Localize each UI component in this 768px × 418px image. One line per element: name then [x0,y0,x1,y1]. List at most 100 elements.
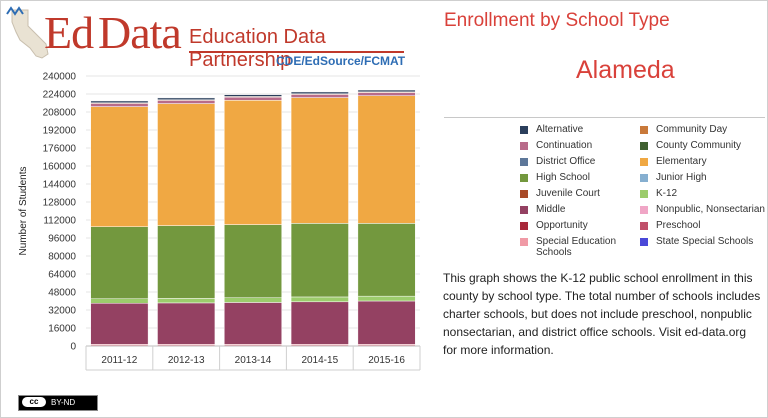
legend-label-k-12[interactable]: K-12 [656,188,678,199]
creative-commons-icon: cc [22,397,46,407]
bar-segment-continuation-2014-15 [290,94,349,98]
header-divider [444,117,765,118]
legend-label-district-office[interactable]: District Office [536,156,596,167]
legend-label-county-community[interactable]: County Community [656,140,742,151]
x-tick-label: 2013-14 [235,355,272,366]
bar-segment-elementary-2012-13 [157,103,216,226]
y-tick-label: 144000 [43,180,77,191]
bar-segment-k-12-2012-13 [157,298,216,304]
legend-swatch-nonpublic-nonsectarian [640,206,648,214]
bar-segment-high-school-2015-16 [357,223,416,297]
bar-segment-alternative-2012-13 [157,97,216,100]
y-tick-label: 208000 [43,108,77,119]
bar-segment-k-12-2015-16 [357,295,416,302]
bar-segment-continuation-2012-13 [157,100,216,104]
legend-label-opportunity[interactable]: Opportunity [536,220,588,231]
y-tick-label: 64000 [48,270,76,281]
bar-segment-continuation-2015-16 [357,92,416,96]
license-badge[interactable]: cc BY-ND [18,395,98,411]
x-tick-label: 2014-15 [301,355,338,366]
y-tick-label: 80000 [48,252,76,263]
y-tick-label: 112000 [43,216,76,227]
legend-swatch-middle [520,206,528,214]
y-tick-label: 160000 [43,162,77,173]
legend-label-state-special-schools[interactable]: State Special Schools [656,236,754,247]
bar-segment-middle-2015-16 [357,300,416,345]
legend-label-continuation[interactable]: Continuation [536,140,593,151]
bar-segment-k-12-2011-12 [90,298,149,304]
x-tick-label: 2011-12 [101,355,137,366]
y-tick-label: 48000 [48,288,76,299]
legend-label-high-school[interactable]: High School [536,172,590,183]
legend-swatch-k-12 [640,190,648,198]
y-tick-label: 128000 [43,198,77,209]
legend-swatch-community-day [640,126,648,134]
wave-icon [6,6,24,16]
legend-label-elementary[interactable]: Elementary [656,156,707,167]
y-tick-label: 0 [70,342,76,353]
y-tick-label: 32000 [48,306,76,317]
legend-swatch-opportunity [520,222,528,230]
x-tick-label: 2012-13 [168,355,205,366]
legend-label-preschool[interactable]: Preschool [656,220,701,231]
bar-segment-high-school-2014-15 [290,223,349,298]
bar-segment-high-school-2013-14 [224,224,282,298]
legend-swatch-alternative [520,126,528,134]
bar-segment-middle-2012-13 [157,302,216,345]
legend-label-junior-high[interactable]: Junior High [656,172,707,183]
y-tick-label: 240000 [43,72,77,83]
license-text: BY-ND [51,398,76,407]
y-tick-label: 16000 [48,324,76,335]
legend-label-nonpublic-nonsectarian[interactable]: Nonpublic, Nonsectarian [656,204,765,215]
logo-data-text: Data [98,7,182,58]
logo-partnership-name: Education Data Partnership [189,26,326,71]
chart-title: Enrollment by School Type [444,10,670,31]
legend-label-middle[interactable]: Middle [536,204,566,215]
bar-segment-k-12-2014-15 [290,296,349,303]
y-tick-label: 176000 [43,144,77,155]
bar-segment-elementary-2013-14 [224,100,282,225]
chart-legend: Alternative Community Day Continuation Coun… [444,124,766,264]
california-map-icon [11,9,49,59]
legend-swatch-special-education-schools [520,238,528,246]
bar-segment-elementary-2014-15 [290,97,349,224]
legend-label-alternative[interactable]: Alternative [536,124,584,135]
bar-segment-high-school-2011-12 [90,226,149,299]
y-tick-label: 192000 [43,126,77,137]
legend-label-special-education-schools[interactable]: Special Education Schools [536,236,617,258]
enrollment-stacked-bar-chart: 0 16000 32000 48000 64000 80000 96000 112000 128… [18,72,421,371]
logo-underline [189,51,404,53]
legend-label-community-day[interactable]: Community Day [656,124,728,135]
bar-segment-high-school-2012-13 [157,225,216,299]
legend-swatch-district-office [520,158,528,166]
bar-segment-middle-2013-14 [224,302,282,345]
ed-data-logo[interactable]: Ed Data Education Data Partnership CDE/E… [6,4,426,71]
y-axis-label: Number of Students [18,167,29,256]
logo-ed-text: Ed [44,7,94,58]
bar-segment-continuation-2011-12 [90,103,149,107]
bar-segment-middle-2011-12 [90,303,149,345]
chart-description: This graph shows the K-12 public school … [443,271,761,357]
bar-segment-alternative-2014-15 [290,91,349,95]
bar-segment-alternative-2011-12 [90,100,149,104]
bar-segment-k-12-2013-14 [224,297,282,303]
bar-segment-middle-2014-15 [290,301,349,345]
bar-segment-alternative-2013-14 [224,94,282,97]
x-tick-label: 2015-16 [368,355,405,366]
legend-swatch-continuation [520,142,528,150]
bar-segment-elementary-2011-12 [90,106,149,227]
legend-swatch-elementary [640,158,648,166]
legend-swatch-junior-high [640,174,648,182]
y-tick-label: 96000 [48,234,76,245]
logo-subtitle: CDE/EdSource/FCMAT [276,54,406,68]
legend-swatch-high-school [520,174,528,182]
bar-segment-elementary-2015-16 [357,95,416,224]
bar-segment-continuation-2013-14 [224,96,282,101]
legend-swatch-preschool [640,222,648,230]
legend-label-juvenile-court[interactable]: Juvenile Court [536,188,600,199]
legend-swatch-county-community [640,142,648,150]
y-tick-label: 224000 [43,90,77,101]
legend-swatch-state-special-schools [640,238,648,246]
legend-swatch-juvenile-court [520,190,528,198]
county-name: Alameda [576,56,675,84]
